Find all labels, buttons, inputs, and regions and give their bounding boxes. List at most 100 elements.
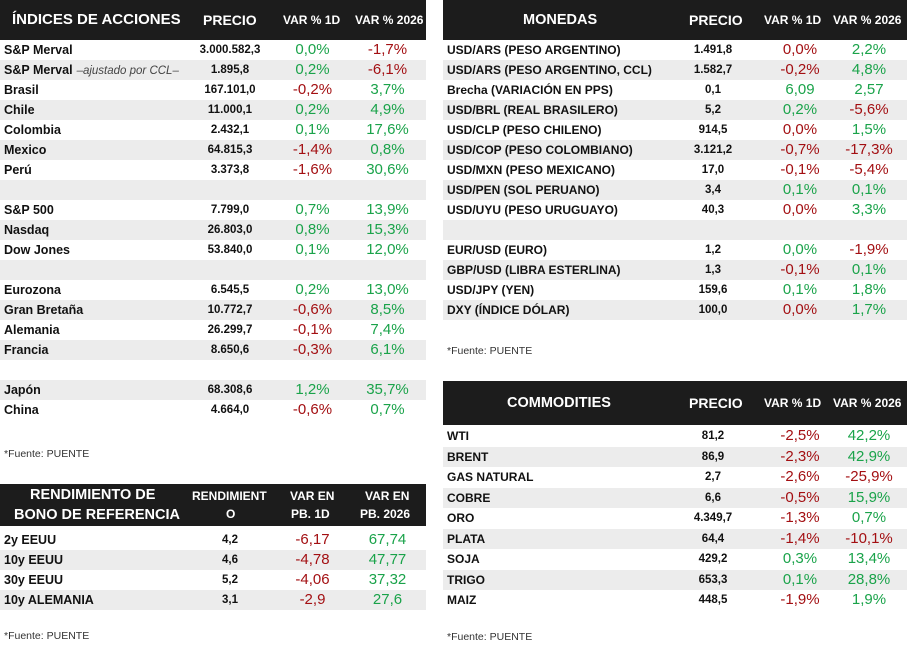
table-row: USD/ARS (PESO ARGENTINO, CCL) 1.582,7 -0,2… — [443, 60, 907, 80]
row-name: Mexico — [4, 143, 47, 157]
bonds-body: 2y EEUU 4,2 -6,17 67,74 10y EEUU 4,6 -4,78 47,7… — [0, 530, 426, 610]
table-row: SOJA 429,2 0,3% 13,4% — [443, 549, 907, 570]
table-row: 10y ALEMANIA 3,1 -2,9 27,6 — [0, 590, 426, 610]
table-row: Brasil 167.101,0 -0,2% 3,7% — [0, 80, 426, 100]
row-name: Alemania — [4, 323, 60, 337]
row-var-ytd: 3,3% — [851, 201, 887, 218]
table-row: TRIGO 653,3 0,1% 28,8% — [443, 569, 907, 590]
row-price: 3.000.582,3 — [199, 44, 261, 56]
row-var-1d: -4,78 — [295, 551, 330, 568]
spacer-row — [0, 260, 426, 280]
row-name: Gran Bretaña — [4, 303, 84, 317]
table-row: Francia 8.650,6 -0,3% 6,1% — [0, 340, 426, 360]
table-row: COBRE 6,6 -0,5% 15,9% — [443, 487, 907, 508]
row-var-ytd: 0,7% — [370, 401, 405, 418]
row-var-ytd: 13,9% — [366, 201, 409, 218]
table-row: GAS NATURAL 2,7 -2,6% -25,9% — [443, 467, 907, 488]
row-price: 653,3 — [698, 573, 728, 586]
commodities-table: COMMODITIES PRECIO VAR % 1D VAR % 2026 W… — [443, 381, 907, 643]
row-name: S&P 500 — [4, 203, 54, 217]
row-var-ytd: 0,1% — [851, 261, 887, 278]
row-var-ytd: -5,6% — [849, 101, 889, 118]
row-price: 26.299,7 — [207, 324, 253, 336]
table-row: BRENT 86,9 -2,3% 42,9% — [443, 446, 907, 467]
row-var-1d: 0,8% — [295, 221, 330, 238]
row-name: Chile — [4, 103, 35, 117]
row-var-1d: -0,2% — [780, 61, 820, 78]
row-var-ytd: 67,74 — [368, 531, 407, 548]
row-name: ORO — [447, 511, 475, 525]
row-var-ytd: 15,9% — [847, 488, 891, 506]
row-var-1d: -2,5% — [780, 427, 820, 444]
row-name: Brecha (VARIACIÓN EN PPS) — [447, 83, 613, 97]
row-var-ytd: -1,7% — [367, 41, 408, 58]
row-price: 6,6 — [705, 491, 721, 504]
row-name: USD/COP (PESO COLOMBIANO) — [447, 143, 633, 157]
row-price: 1.582,7 — [693, 64, 733, 76]
table-row: USD/PEN (SOL PERUANO) 3,4 0,1% 0,1% — [443, 180, 907, 200]
row-var-1d: -0,2% — [292, 81, 333, 98]
row-price: 1.895,8 — [210, 64, 250, 76]
commodities-col-ytd: VAR % 2026 — [833, 396, 902, 410]
row-var-1d: -2,9 — [299, 591, 326, 608]
row-name: S&P Merval –ajustado por CCL– — [4, 63, 179, 77]
table-row: USD/CLP (PESO CHILENO) 914,5 0,0% 1,5% — [443, 120, 907, 140]
row-price: 5,2 — [705, 104, 721, 116]
row-price: 3,4 — [705, 184, 721, 196]
table-row: S&P Merval 3.000.582,3 0,0% -1,7% — [0, 40, 426, 60]
row-var-1d: 0,0% — [295, 41, 330, 58]
spacer-row — [0, 180, 426, 200]
row-name: EUR/USD (EURO) — [447, 243, 548, 257]
row-name: Francia — [4, 343, 49, 357]
table-row: Mexico 64.815,3 -1,4% 0,8% — [0, 140, 426, 160]
row-price: 4,2 — [222, 534, 238, 546]
row-name: Nasdaq — [4, 223, 50, 237]
row-var-1d: -1,4% — [780, 529, 820, 547]
row-var-1d: 0,1% — [295, 121, 330, 138]
row-price: 6.545,5 — [210, 284, 250, 296]
row-var-1d: -0,3% — [292, 341, 333, 358]
currencies-col-ytd: VAR % 2026 — [833, 13, 902, 27]
bonds-header: RENDIMIENTO DE BONO DE REFERENCIA RENDIM… — [0, 484, 426, 526]
row-var-ytd: 27,6 — [372, 591, 403, 608]
indices-header: ÍNDICES DE ACCIONES PRECIO VAR % 1D VAR … — [0, 0, 426, 40]
row-name: PLATA — [447, 531, 486, 546]
table-row: Brecha (VARIACIÓN EN PPS) 0,1 6,09 2,57 — [443, 80, 907, 100]
row-var-1d: 0,2% — [295, 281, 330, 298]
row-var-ytd: 7,4% — [370, 321, 405, 338]
table-row: USD/MXN (PESO MEXICANO) 17,0 -0,1% -5,4% — [443, 160, 907, 180]
indices-body: S&P Merval 3.000.582,3 0,0% -1,7% S&P Merval… — [0, 40, 426, 420]
row-price: 100,0 — [698, 304, 728, 316]
row-name: 10y EEUU — [4, 553, 64, 567]
row-price: 17,0 — [701, 164, 725, 176]
table-row: USD/COP (PESO COLOMBIANO) 3.121,2 -0,7% -17… — [443, 140, 907, 160]
currencies-col-1d: VAR % 1D — [764, 13, 822, 27]
row-name: 2y EEUU — [4, 533, 57, 547]
row-name: TRIGO — [447, 572, 485, 587]
row-var-1d: 0,1% — [295, 241, 330, 258]
row-name: USD/PEN (SOL PERUANO) — [447, 183, 600, 197]
row-price: 68.308,6 — [207, 384, 253, 396]
row-var-1d: -1,4% — [292, 141, 333, 158]
row-name: GBP/USD (LIBRA ESTERLINA) — [447, 263, 621, 277]
indices-source: *Fuente: PUENTE — [4, 448, 90, 460]
bonds-source: *Fuente: PUENTE — [4, 630, 90, 642]
currencies-title: MONEDAS — [523, 12, 598, 28]
row-var-ytd: 4,9% — [370, 101, 405, 118]
indices-col-price: PRECIO — [203, 12, 257, 28]
indices-col-1d: VAR % 1D — [283, 13, 341, 27]
row-price: 3.373,8 — [210, 164, 250, 176]
row-price: 2,7 — [705, 471, 721, 483]
commodities-body: WTI 81,2 -2,5% 42,2% BRENT 86,9 -2,3% 42,9% GAS … — [443, 426, 907, 611]
row-price: 5,2 — [222, 574, 238, 586]
currencies-source: *Fuente: PUENTE — [447, 345, 533, 357]
table-row: Perú 3.373,8 -1,6% 30,6% — [0, 160, 426, 180]
row-price: 1,2 — [705, 244, 721, 256]
row-var-ytd: 0,1% — [851, 181, 887, 198]
row-name: Colombia — [4, 123, 61, 137]
row-price: 167.101,0 — [204, 84, 256, 96]
row-var-1d: 0,2% — [295, 101, 330, 118]
row-var-1d: 0,2% — [295, 61, 330, 78]
table-row: USD/ARS (PESO ARGENTINO) 1.491,8 0,0% 2,2% — [443, 40, 907, 60]
bonds-col-yield-line1: RENDIMIENT — [192, 489, 267, 503]
